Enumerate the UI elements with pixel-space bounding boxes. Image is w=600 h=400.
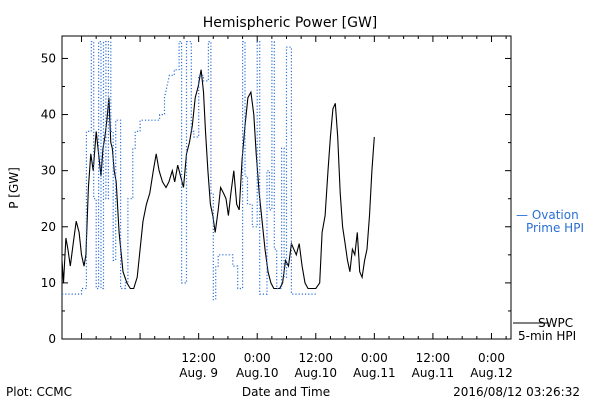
x-tick-label-date: Aug.10 xyxy=(236,366,279,380)
footer-timestamp: 2016/08/12 03:26:32 xyxy=(453,385,580,399)
y-tick-label: 10 xyxy=(41,276,56,290)
x-tick-label-time: 0:00 xyxy=(244,351,271,365)
x-tick-label-date: Aug. 9 xyxy=(179,366,218,380)
legend-swpc-line2: 5-min HPI xyxy=(518,329,576,343)
series-line-swpc xyxy=(61,69,375,290)
legend-ovation-line1: — Ovation xyxy=(516,208,579,222)
series-line-ovation xyxy=(62,41,316,301)
y-tick-label: 20 xyxy=(41,220,56,234)
x-tick-label-date: Aug.11 xyxy=(353,366,396,380)
chart-title: Hemispheric Power [GW] xyxy=(203,15,378,31)
series-layer xyxy=(61,41,375,301)
x-axis-label: Date and Time xyxy=(242,385,330,399)
x-tick-label-time: 12:00 xyxy=(416,351,451,365)
y-axis-label: P [GW] xyxy=(7,167,21,209)
x-tick-label-date: Aug.10 xyxy=(295,366,338,380)
x-tick-label-time: 12:00 xyxy=(298,351,333,365)
y-tick-label: 30 xyxy=(41,164,56,178)
x-tick-label-time: 0:00 xyxy=(361,351,388,365)
footer-plot-credit: Plot: CCMC xyxy=(6,385,72,399)
legend-ovation-line2: Prime HPI xyxy=(526,221,584,235)
x-tick-label-date: Aug.11 xyxy=(412,366,455,380)
x-tick-label-time: 0:00 xyxy=(478,351,505,365)
legend-swpc: SWPC 5-min HPI xyxy=(513,316,576,343)
y-tick-label: 50 xyxy=(41,51,56,65)
x-tick-label-time: 12:00 xyxy=(181,351,216,365)
x-tick-label-date: Aug.12 xyxy=(470,366,513,380)
y-tick-label: 40 xyxy=(41,108,56,122)
legend-swpc-line1: SWPC xyxy=(538,316,573,330)
legend-ovation: — Ovation Prime HPI xyxy=(516,208,584,235)
y-tick-label: 0 xyxy=(48,332,56,346)
y-axis: 0 10 20 30 40 50 xyxy=(41,51,511,346)
